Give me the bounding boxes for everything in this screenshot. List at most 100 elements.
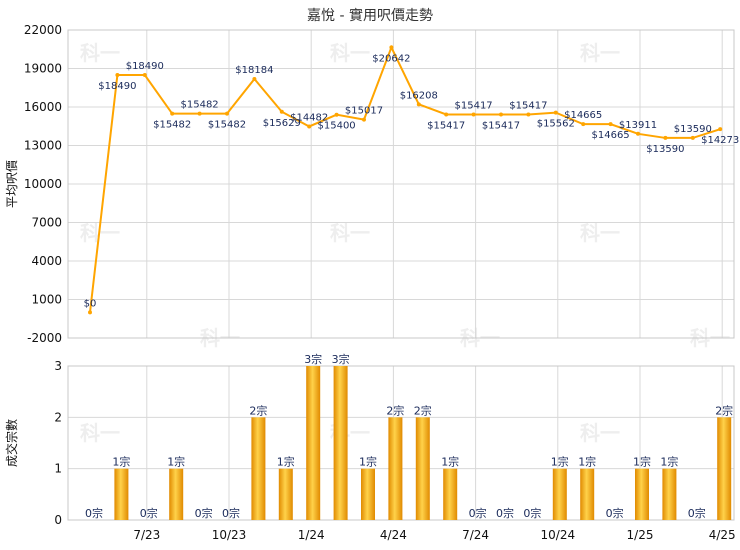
price-point bbox=[225, 111, 229, 116]
price-point bbox=[197, 111, 202, 116]
volume-data-label: 0宗 bbox=[85, 506, 103, 520]
price-data-label: $18184 bbox=[235, 65, 273, 76]
volume-bar bbox=[635, 468, 649, 520]
volume-data-label: 3宗 bbox=[304, 352, 322, 366]
volume-bar bbox=[662, 468, 677, 520]
volume-data-label: 0宗 bbox=[496, 506, 514, 520]
volume-bar bbox=[114, 468, 129, 520]
volume-data-label: 1宗 bbox=[633, 455, 651, 469]
price-data-label: $18490 bbox=[126, 61, 164, 72]
price-point bbox=[690, 135, 695, 140]
x-tick-label: 7/23 bbox=[133, 528, 160, 542]
top-plot-frame bbox=[67, 29, 735, 339]
volume-data-label: 2宗 bbox=[386, 403, 404, 417]
price-data-label: $15562 bbox=[537, 119, 575, 130]
price-data-label: $13911 bbox=[619, 120, 657, 131]
price-data-label: $15482 bbox=[153, 120, 191, 131]
top-y-axis-label: 平均呎價 bbox=[5, 160, 19, 208]
watermark-text: 科一 bbox=[330, 221, 370, 245]
volume-data-label: 1宗 bbox=[277, 455, 295, 469]
price-point bbox=[499, 112, 503, 117]
top-y-tick-label: 10000 bbox=[24, 177, 62, 191]
volume-bar bbox=[306, 366, 321, 520]
volume-bar bbox=[278, 468, 293, 520]
volume-data-label: 1宗 bbox=[441, 455, 459, 469]
price-point bbox=[142, 73, 147, 78]
volume-bar-chart: 成交宗數 0 1 2 3 0宗 1宗 0宗 1宗 0宗 0宗 2宗 1宗 3宗 3宗 1宗 2宗 2宗 1宗 0宗… bbox=[4, 352, 736, 542]
price-data-label: $14665 bbox=[592, 130, 630, 141]
watermark-text: 科一 bbox=[330, 41, 370, 65]
price-data-label: $15482 bbox=[181, 100, 219, 111]
price-point bbox=[581, 122, 586, 127]
volume-bar bbox=[333, 366, 348, 520]
volume-data-label: 0宗 bbox=[469, 506, 487, 520]
x-tick-label: 4/24 bbox=[380, 528, 407, 542]
watermark-text: 科一 bbox=[580, 421, 620, 445]
price-data-label: $15417 bbox=[509, 100, 547, 111]
bottom-y-tick-label: 1 bbox=[54, 462, 62, 476]
volume-data-label: 0宗 bbox=[222, 506, 240, 520]
volume-data-label: 1宗 bbox=[551, 455, 569, 469]
price-point bbox=[553, 110, 558, 115]
price-point bbox=[471, 112, 476, 117]
bottom-y-tick-label: 3 bbox=[54, 359, 62, 373]
price-point bbox=[88, 310, 92, 315]
price-data-label: $15629 bbox=[263, 118, 301, 129]
price-series-line bbox=[89, 44, 721, 313]
volume-data-label: 1宗 bbox=[578, 455, 596, 469]
price-data-label: $20642 bbox=[372, 53, 410, 64]
top-y-tick-label: 7000 bbox=[31, 216, 62, 230]
price-point bbox=[279, 109, 284, 114]
chart-title: 嘉悅 - 實用呎價走勢 bbox=[307, 7, 433, 24]
price-data-label: $15017 bbox=[345, 106, 383, 117]
price-point bbox=[307, 124, 312, 129]
volume-data-label: 2宗 bbox=[414, 403, 432, 417]
volume-bar bbox=[443, 468, 458, 520]
volume-data-label: 1宗 bbox=[112, 455, 130, 469]
top-y-tick-label: 13000 bbox=[24, 139, 62, 153]
price-line-chart: 平均呎價 -2000 1000 4000 7000 10000 13000 16000 190… bbox=[5, 23, 739, 345]
price-point bbox=[608, 122, 613, 127]
x-tick-label: 1/25 bbox=[627, 528, 654, 542]
watermark-text: 科一 bbox=[580, 41, 620, 65]
price-point bbox=[444, 112, 449, 117]
watermark-text: 科一 bbox=[80, 41, 120, 65]
price-data-label: $14482 bbox=[290, 112, 328, 123]
price-point bbox=[663, 135, 668, 140]
price-data-label: $15417 bbox=[455, 100, 493, 111]
price-data-label: $18490 bbox=[98, 81, 136, 92]
top-y-tick-label: 22000 bbox=[24, 23, 62, 37]
volume-bar bbox=[388, 417, 403, 520]
watermark-text: 科一 bbox=[80, 421, 120, 445]
price-point bbox=[389, 45, 394, 50]
price-data-label: $15400 bbox=[318, 121, 356, 132]
price-data-label: $0 bbox=[84, 298, 97, 309]
price-point bbox=[362, 117, 366, 122]
volume-data-label: 0宗 bbox=[140, 506, 158, 520]
price-point bbox=[416, 102, 421, 107]
price-point bbox=[115, 73, 120, 78]
price-point bbox=[170, 111, 175, 116]
x-tick-label: 1/24 bbox=[298, 528, 325, 542]
top-y-tick-label: 19000 bbox=[24, 62, 62, 76]
volume-data-label: 1宗 bbox=[359, 455, 377, 469]
price-data-label: $16208 bbox=[400, 90, 438, 101]
bottom-y-tick-label: 0 bbox=[54, 513, 62, 527]
volume-bar bbox=[251, 417, 266, 520]
top-y-tick-label: 4000 bbox=[31, 254, 62, 268]
price-data-label: $14665 bbox=[564, 110, 602, 121]
volume-bar bbox=[169, 468, 184, 520]
volume-data-label: 1宗 bbox=[167, 455, 185, 469]
price-point bbox=[718, 127, 723, 132]
x-tick-label: 4/25 bbox=[709, 528, 736, 542]
watermark-text: 科一 bbox=[580, 221, 620, 245]
volume-data-label: 0宗 bbox=[523, 506, 541, 520]
bottom-y-axis-label: 成交宗數 bbox=[4, 419, 19, 467]
volume-data-label: 2宗 bbox=[249, 403, 267, 417]
volume-bar bbox=[580, 468, 595, 520]
volume-bar bbox=[361, 468, 375, 520]
volume-data-label: 1宗 bbox=[660, 455, 678, 469]
top-y-tick-label: -2000 bbox=[27, 331, 62, 345]
